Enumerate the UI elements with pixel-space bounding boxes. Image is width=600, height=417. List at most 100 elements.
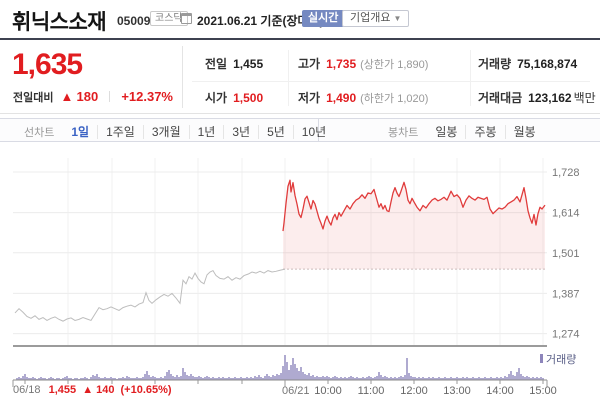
volume-bar	[92, 375, 94, 380]
volume-bar	[400, 376, 402, 380]
volume-bar	[258, 375, 260, 380]
volume-bar	[114, 378, 116, 380]
volume-bar	[68, 378, 70, 380]
volume-bar	[404, 375, 406, 380]
volume-bar	[396, 378, 398, 380]
volume-bar	[178, 377, 180, 380]
volume-bar	[84, 377, 86, 380]
volume-bar	[386, 377, 388, 380]
hour-label: 13:00	[443, 385, 471, 397]
volume-bar	[474, 378, 476, 380]
volume-bar	[414, 377, 416, 380]
volume-bar	[100, 378, 102, 380]
volume-bar	[192, 376, 194, 380]
volume-bar	[330, 378, 332, 380]
volume-bar	[56, 378, 58, 380]
volume-bar	[352, 377, 354, 380]
chevron-down-icon: ▼	[393, 14, 402, 23]
volume-bar	[152, 376, 154, 380]
y-axis-label: 1,274	[552, 329, 580, 341]
divider	[109, 91, 111, 102]
volume-bar	[328, 377, 330, 380]
today-area-fill	[283, 180, 545, 270]
tab-10years[interactable]: 10년	[292, 125, 335, 139]
divider	[288, 50, 289, 106]
tab-1week[interactable]: 1주일	[97, 125, 143, 139]
volume-bar	[500, 377, 502, 380]
volume-bar	[194, 377, 196, 380]
volume-bar	[150, 377, 152, 380]
tab-weekly-candle[interactable]: 주봉	[465, 125, 505, 139]
tab-1year[interactable]: 1년	[188, 125, 224, 139]
volume-bar	[30, 378, 32, 380]
volume-bar	[252, 378, 254, 380]
volume-bar	[148, 375, 150, 380]
volume-bar	[470, 378, 472, 380]
volume-bar	[480, 378, 482, 380]
prev-day-change: 140	[96, 384, 115, 396]
volume-bar	[40, 377, 42, 380]
volume-bar	[134, 378, 136, 380]
volume-bar	[124, 378, 126, 380]
volume-bar	[42, 378, 44, 380]
volume-bar	[168, 370, 170, 380]
volume-bar	[402, 377, 404, 380]
volume-bar	[136, 377, 138, 380]
candle-chart-tabs: 봉차트 일봉 주봉 월봉	[388, 123, 544, 140]
volume-bar	[452, 378, 454, 380]
volume-bar	[430, 378, 432, 380]
volume-bar	[238, 378, 240, 380]
volume-bar	[70, 378, 72, 380]
volume-bar	[172, 376, 174, 380]
y-axis-label: 1,501	[552, 248, 580, 260]
volume-bar	[16, 378, 18, 380]
volume-bar	[190, 374, 192, 380]
volume-bar	[242, 378, 244, 380]
header-divider	[0, 38, 600, 40]
hour-label: 14:00	[486, 385, 514, 397]
company-overview-button[interactable]: 기업개요 ▼	[342, 10, 410, 27]
volume-bar	[34, 378, 36, 380]
volume-bar	[390, 377, 392, 380]
divider	[470, 50, 471, 106]
tab-3years[interactable]: 3년	[223, 125, 259, 139]
realtime-button[interactable]: 실시간	[302, 10, 345, 27]
volume-bar	[342, 378, 344, 380]
volume-bar	[476, 378, 478, 380]
volume-bar	[82, 378, 84, 380]
volume-bar	[28, 378, 30, 380]
volume-bar	[32, 377, 34, 380]
tab-monthly-candle[interactable]: 월봉	[504, 125, 544, 139]
volume-bar	[392, 378, 394, 380]
volume-bar	[490, 377, 492, 380]
volume-bar	[514, 376, 516, 380]
volume-bar	[274, 376, 276, 380]
volume-bar	[536, 377, 538, 380]
volume-bar	[228, 377, 230, 380]
tab-3months[interactable]: 3개월	[142, 125, 189, 139]
volume-bar	[240, 377, 242, 380]
tab-5years[interactable]: 5년	[258, 125, 293, 139]
volume-bar	[188, 376, 190, 380]
volume-bar	[108, 378, 110, 380]
volume-bar	[510, 371, 512, 380]
volume-bar	[332, 377, 334, 380]
volume-bar	[384, 376, 386, 380]
volume-bar	[142, 377, 144, 380]
tab-1day[interactable]: 1일	[71, 125, 90, 139]
volume-bar	[212, 377, 214, 380]
volume-bar	[420, 378, 422, 380]
volume-bar	[286, 362, 288, 380]
volume-bar	[218, 377, 220, 380]
volume-bar	[344, 377, 346, 380]
volume-bar	[276, 374, 278, 380]
volume-bar	[338, 378, 340, 380]
volume-bar	[80, 378, 82, 380]
volume-bar	[484, 377, 486, 380]
volume-bar	[254, 376, 256, 380]
volume-bar	[530, 378, 532, 380]
volume-bar	[310, 376, 312, 380]
volume-bar	[158, 378, 160, 380]
tab-daily-candle[interactable]: 일봉	[435, 125, 458, 139]
volume-bar	[456, 377, 458, 380]
